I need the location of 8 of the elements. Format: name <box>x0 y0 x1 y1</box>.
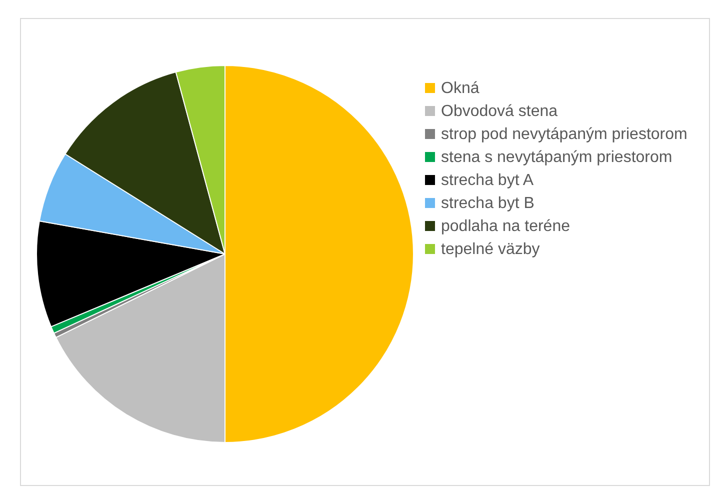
legend-label: strecha byt B <box>441 194 534 214</box>
legend-label: tepelné väzby <box>441 240 540 260</box>
legend-label: podlaha na teréne <box>441 217 570 237</box>
legend-label: strecha byt A <box>441 171 534 191</box>
legend-label: stena s nevytápaným priestorom <box>441 148 672 168</box>
legend-label: Okná <box>441 79 480 99</box>
legend-label: strop pod nevytápaným priestorom <box>441 125 688 145</box>
legend-label: Obvodová stena <box>441 102 558 122</box>
